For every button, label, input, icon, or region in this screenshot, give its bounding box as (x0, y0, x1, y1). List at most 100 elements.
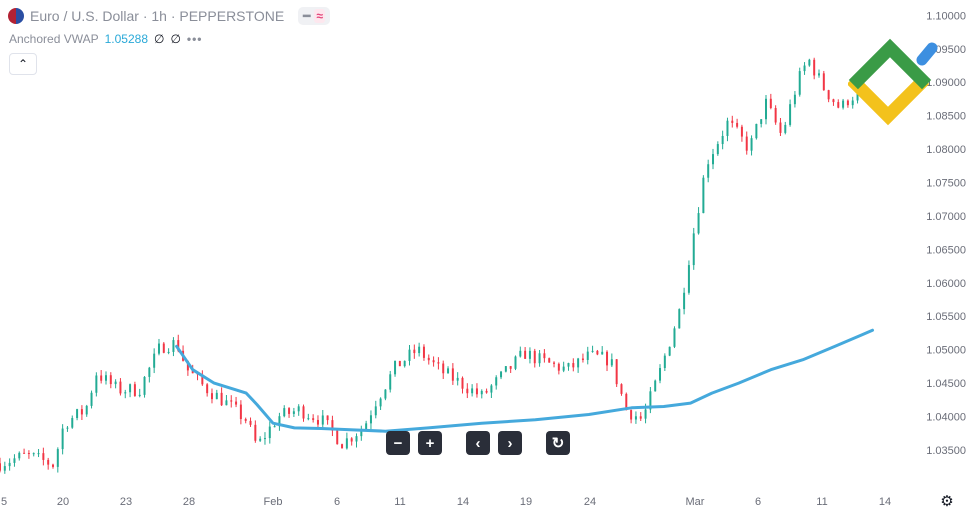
candle-body (283, 408, 286, 417)
candle-body (56, 449, 59, 467)
candle-body (427, 357, 430, 361)
y-tick-label: 1.06000 (926, 278, 966, 290)
x-tick-label: 14 (879, 496, 891, 508)
candle-body (326, 415, 329, 421)
candle-body (707, 164, 710, 178)
candle-body (581, 358, 584, 360)
zoom-out-button[interactable]: − (386, 431, 410, 455)
candle-body (765, 98, 768, 120)
candle-body (437, 362, 440, 364)
line-pill-icon[interactable]: ━ (303, 9, 311, 23)
x-tick-label: 23 (120, 496, 132, 508)
x-tick-label: 11 (394, 496, 405, 508)
compare-pill-icon[interactable]: ≈ (314, 9, 325, 23)
candle-body (42, 453, 45, 460)
logo-yellow-chevron (848, 74, 930, 126)
candle-body (822, 73, 825, 91)
price-axis: 1.100001.095001.090001.085001.080001.075… (926, 10, 966, 457)
candle-body (851, 100, 854, 106)
x-tick-label: 19 (520, 496, 532, 508)
y-tick-label: 1.08500 (926, 111, 966, 123)
zoom-in-button[interactable]: + (418, 431, 442, 455)
candle-body (76, 409, 79, 419)
candle-body (625, 393, 628, 411)
candle-body (355, 436, 358, 442)
candle-body (846, 100, 849, 106)
y-tick-label: 1.07000 (926, 211, 966, 223)
x-tick-label: 24 (584, 496, 596, 508)
candle-body (740, 126, 743, 137)
candle-body (66, 427, 69, 429)
candle-body (369, 415, 372, 424)
candle-body (312, 418, 315, 420)
candle-body (601, 351, 604, 355)
candle-body (206, 384, 209, 394)
candle-body (8, 462, 11, 467)
candle-body (47, 459, 50, 465)
vwap-line (175, 328, 874, 433)
candle-body (157, 343, 160, 354)
candle-body (808, 59, 811, 66)
scroll-left-button[interactable]: ‹ (466, 431, 490, 455)
candle-body (610, 359, 613, 366)
chart-header: Euro / U.S. Dollar · 1h · PEPPERSTONE ━ … (8, 6, 330, 26)
candle-body (398, 360, 401, 367)
candle-body (442, 363, 445, 374)
x-tick-label: 14 (457, 496, 469, 508)
candle-body (731, 120, 734, 123)
y-tick-label: 1.10000 (926, 10, 966, 22)
eur-usd-flag-icon (8, 8, 24, 24)
collapse-legend-button[interactable]: ⌃ (9, 53, 37, 75)
x-tick-label: 6 (334, 496, 340, 508)
settings-icon[interactable]: ⚙ (940, 493, 954, 510)
candle-body (596, 350, 599, 355)
candle-body (235, 401, 238, 405)
candle-body (263, 438, 266, 440)
candle-body (403, 360, 406, 367)
candle-body (471, 388, 474, 394)
candle-body (495, 377, 498, 386)
candle-body (572, 363, 575, 368)
candle-body (557, 363, 560, 371)
indicator-name[interactable]: Anchored VWAP (9, 32, 99, 46)
candle-body (384, 389, 387, 399)
candle-body (620, 384, 623, 394)
candle-body (307, 418, 310, 420)
candle-body (51, 464, 54, 467)
indicator-value-2: ∅ (154, 32, 165, 46)
candle-body (832, 99, 835, 103)
candle-body (167, 351, 170, 353)
logo-blue-stroke (916, 42, 938, 66)
candle-body (789, 104, 792, 125)
scroll-right-button[interactable]: › (498, 431, 522, 455)
candle-body (649, 391, 652, 410)
candle-body (538, 353, 541, 364)
candle-body (769, 98, 772, 109)
candle-body (153, 353, 156, 368)
candle-body (461, 377, 464, 389)
candle-body (394, 360, 397, 375)
candle-body (27, 453, 30, 455)
candle-body (85, 405, 88, 415)
candle-body (249, 420, 252, 425)
candle-body (336, 430, 339, 445)
more-icon[interactable]: ••• (186, 32, 203, 46)
candle-body (292, 411, 295, 414)
reset-chart-button[interactable]: ↻ (546, 431, 570, 455)
candle-body (553, 362, 556, 364)
candle-body (215, 392, 218, 400)
x-tick-label: 5 (1, 496, 7, 508)
candle-body (104, 375, 107, 381)
candle-body (408, 349, 411, 361)
candle-body (418, 346, 421, 354)
candle-body (606, 351, 609, 366)
y-tick-label: 1.03500 (926, 445, 966, 457)
candle-body (793, 94, 796, 105)
y-tick-label: 1.05000 (926, 345, 966, 357)
candle-body (663, 355, 666, 369)
header-pill[interactable]: ━ ≈ (298, 7, 330, 25)
symbol-title[interactable]: Euro / U.S. Dollar · 1h · PEPPERSTONE (30, 8, 285, 24)
candle-body (639, 416, 642, 419)
candle-body (615, 359, 618, 385)
